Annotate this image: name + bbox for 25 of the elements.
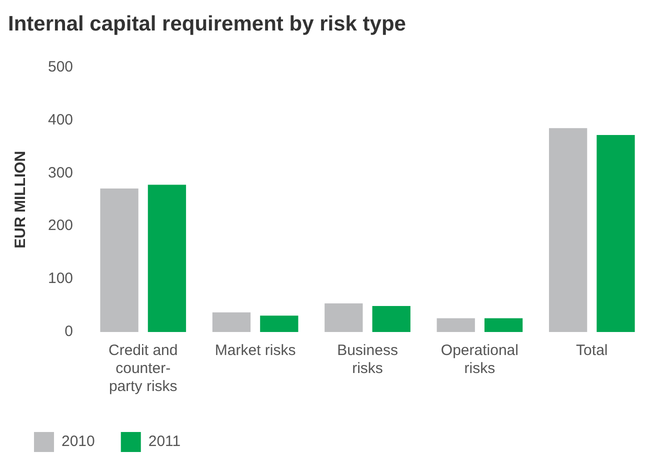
x-tick-label: Operational risks <box>440 342 518 378</box>
bar <box>260 316 298 332</box>
y-tick-label: 200 <box>48 217 74 234</box>
bar <box>212 312 251 332</box>
x-tick-label: Total <box>576 342 608 360</box>
y-tick-label: 400 <box>48 111 74 128</box>
x-tick-label: Market risks <box>214 342 296 360</box>
bar <box>324 303 363 332</box>
bar <box>484 318 523 332</box>
x-tick-label: Credit and counter-party risks <box>108 342 178 396</box>
bar <box>372 306 410 332</box>
y-tick-label: 300 <box>48 164 74 182</box>
bar <box>596 134 635 332</box>
y-tick-label: 0 <box>64 323 74 340</box>
y-tick-label: 100 <box>48 270 74 288</box>
y-axis-title: EUR MILLION <box>12 150 30 248</box>
bar <box>100 188 138 332</box>
x-tick-label: Business risks <box>337 342 398 378</box>
legend-label: 2010 <box>62 433 95 450</box>
bar <box>548 128 588 332</box>
y-tick-label: 500 <box>48 58 74 76</box>
bar <box>436 318 475 332</box>
legend-label: 2011 <box>148 433 181 450</box>
bar <box>148 184 186 332</box>
chart-title: Internal capital requirement by risk type <box>8 12 406 36</box>
